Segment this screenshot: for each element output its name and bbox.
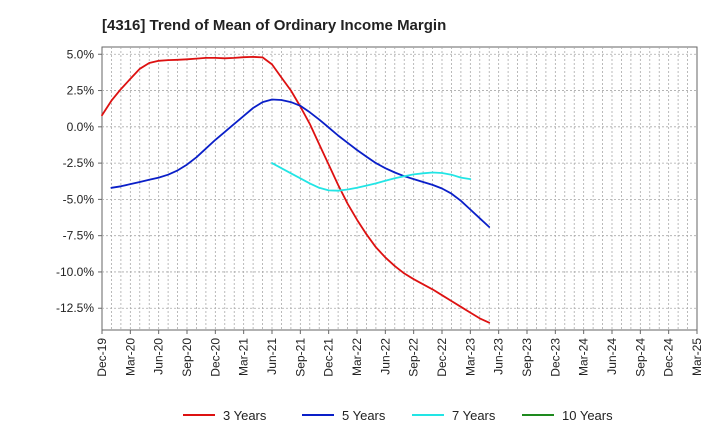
y-tick-label: -7.5% bbox=[63, 229, 95, 243]
y-tick-label: -10.0% bbox=[56, 265, 94, 279]
x-tick-label: Sep-24 bbox=[633, 338, 647, 377]
x-tick-label: Dec-21 bbox=[322, 338, 336, 377]
y-tick-label: 2.5% bbox=[67, 84, 95, 98]
series-line-7-years bbox=[271, 162, 472, 192]
x-tick-label: Mar-24 bbox=[577, 338, 591, 376]
y-tick-label: 0.0% bbox=[67, 120, 95, 134]
x-tick-label: Dec-22 bbox=[435, 338, 449, 377]
x-tick-label: Jun-21 bbox=[265, 338, 279, 375]
x-tick-label: Mar-22 bbox=[350, 338, 364, 376]
legend-label: 5 Years bbox=[342, 408, 386, 423]
x-tick-label: Mar-20 bbox=[123, 338, 137, 376]
legend-label: 10 Years bbox=[562, 408, 613, 423]
x-tick-label: Sep-22 bbox=[407, 338, 421, 377]
x-tick-label: Sep-21 bbox=[293, 338, 307, 377]
x-tick-label: Jun-20 bbox=[152, 338, 166, 375]
series-line-5-years bbox=[110, 98, 491, 228]
x-tick-label: Mar-21 bbox=[237, 338, 251, 376]
y-tick-label: -12.5% bbox=[56, 301, 94, 315]
chart-title: [4316] Trend of Mean of Ordinary Income … bbox=[102, 17, 446, 34]
y-tick-label: 5.0% bbox=[67, 47, 95, 61]
x-tick-labels: Dec-19 Mar-20 Jun-20 Sep-20 Dec-20 Mar-21 Jun-… bbox=[95, 330, 704, 377]
legend: 3 Years 5 Years 7 Years 10 Years bbox=[183, 408, 613, 423]
y-tick-labels: 5.0% 2.5% 0.0% -2.5% -5.0% -7.5% -10.0% -12.5% bbox=[56, 47, 102, 315]
series-layer bbox=[101, 56, 491, 324]
x-tick-label: Jun-23 bbox=[492, 338, 506, 375]
grid-layer bbox=[102, 47, 697, 330]
series-line-3-years bbox=[101, 56, 491, 324]
x-tick-label: Dec-20 bbox=[208, 338, 222, 377]
legend-label: 7 Years bbox=[452, 408, 496, 423]
y-tick-label: -2.5% bbox=[63, 156, 95, 170]
x-tick-label: Jun-24 bbox=[605, 338, 619, 375]
plot-area bbox=[101, 46, 698, 331]
x-tick-label: Sep-20 bbox=[180, 338, 194, 377]
x-tick-label: Dec-23 bbox=[548, 338, 562, 377]
y-tick-label: -5.0% bbox=[63, 192, 95, 206]
legend-label: 3 Years bbox=[223, 408, 267, 423]
x-tick-label: Mar-23 bbox=[463, 338, 477, 376]
x-tick-label: Jun-22 bbox=[378, 338, 392, 375]
x-tick-label: Sep-23 bbox=[520, 338, 534, 377]
x-tick-label: Mar-25 bbox=[690, 338, 704, 376]
x-tick-label: Dec-19 bbox=[95, 338, 109, 377]
x-tick-label: Dec-24 bbox=[662, 338, 676, 377]
